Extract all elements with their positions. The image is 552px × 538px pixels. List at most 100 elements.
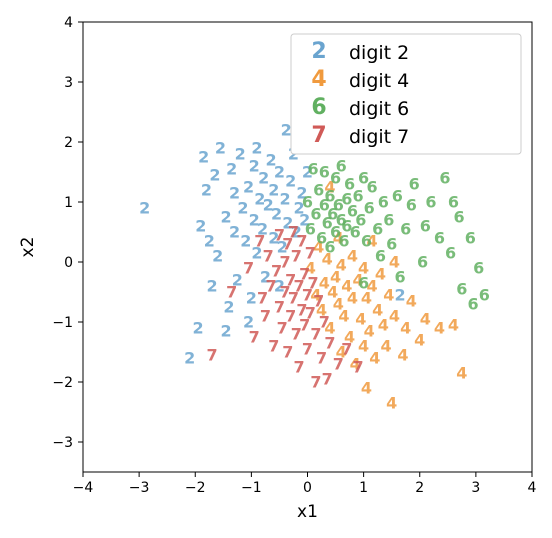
- marker-digit-6: 6: [425, 193, 436, 212]
- y-tick-label: 1: [64, 195, 73, 211]
- marker-digit-7: 7: [308, 274, 319, 293]
- marker-digit-6: 6: [361, 232, 372, 251]
- marker-digit-4: 4: [369, 349, 380, 368]
- marker-digit-7: 7: [322, 370, 333, 389]
- marker-digit-7: 7: [279, 253, 290, 272]
- x-tick-label: −2: [185, 480, 206, 496]
- y-tick-label: −3: [52, 435, 73, 451]
- marker-digit-4: 4: [381, 337, 392, 356]
- marker-digit-6: 6: [409, 175, 420, 194]
- marker-digit-2: 2: [229, 223, 240, 242]
- marker-digit-2: 2: [221, 322, 232, 341]
- marker-digit-4: 4: [434, 319, 445, 338]
- marker-digit-6: 6: [336, 157, 347, 176]
- marker-digit-4: 4: [397, 346, 408, 365]
- marker-digit-6: 6: [453, 208, 464, 227]
- marker-digit-2: 2: [279, 190, 290, 209]
- x-tick-label: 2: [415, 480, 424, 496]
- marker-digit-6: 6: [406, 196, 417, 215]
- marker-digit-7: 7: [207, 346, 218, 365]
- marker-digit-6: 6: [400, 220, 411, 239]
- marker-digit-4: 4: [386, 394, 397, 413]
- marker-digit-4: 4: [448, 316, 459, 335]
- marker-digit-2: 2: [274, 163, 285, 182]
- marker-digit-6: 6: [372, 220, 383, 239]
- marker-digit-2: 2: [395, 286, 406, 305]
- marker-digit-2: 2: [246, 289, 257, 308]
- marker-digit-6: 6: [456, 280, 467, 299]
- marker-digit-4: 4: [361, 379, 372, 398]
- marker-digit-4: 4: [389, 307, 400, 326]
- marker-digit-4: 4: [406, 292, 417, 311]
- marker-digit-6: 6: [465, 229, 476, 248]
- legend-label-2: digit 2: [349, 42, 409, 64]
- x-tick-label: 1: [359, 480, 368, 496]
- marker-digit-7: 7: [294, 358, 305, 377]
- marker-digit-7: 7: [313, 292, 324, 311]
- marker-digit-2: 2: [212, 247, 223, 266]
- marker-digit-7: 7: [319, 313, 330, 332]
- marker-digit-7: 7: [341, 340, 352, 359]
- marker-digit-2: 2: [139, 199, 150, 218]
- marker-digit-7: 7: [268, 337, 279, 356]
- marker-digit-7: 7: [324, 334, 335, 353]
- x-tick-label: 0: [303, 480, 312, 496]
- legend-label-7: digit 7: [349, 126, 409, 148]
- marker-digit-4: 4: [338, 307, 349, 326]
- legend-marker-4: 4: [311, 67, 326, 92]
- legend-label-4: digit 4: [349, 70, 409, 92]
- marker-digit-6: 6: [364, 199, 375, 218]
- marker-digit-7: 7: [352, 358, 363, 377]
- y-axis-label: x2: [18, 237, 38, 258]
- marker-digit-7: 7: [310, 373, 321, 392]
- marker-digit-6: 6: [383, 211, 394, 230]
- marker-digit-6: 6: [366, 178, 377, 197]
- marker-digit-6: 6: [420, 217, 431, 236]
- y-tick-label: −2: [52, 375, 73, 391]
- marker-digit-6: 6: [395, 268, 406, 287]
- x-tick-label: −1: [241, 480, 262, 496]
- marker-digit-6: 6: [473, 259, 484, 278]
- marker-digit-6: 6: [352, 187, 363, 206]
- marker-digit-6: 6: [378, 193, 389, 212]
- legend-marker-2: 2: [311, 39, 326, 64]
- marker-digit-7: 7: [285, 307, 296, 326]
- marker-digit-4: 4: [420, 310, 431, 329]
- marker-digit-2: 2: [268, 181, 279, 200]
- y-tick-label: 3: [64, 75, 73, 91]
- marker-digit-6: 6: [467, 295, 478, 314]
- y-tick-label: −1: [52, 315, 73, 331]
- scatter-plot: −4−3−2−101234−3−2−101234x1x2222222222222…: [0, 0, 552, 538]
- marker-digit-7: 7: [243, 259, 254, 278]
- marker-digit-4: 4: [364, 322, 375, 341]
- marker-digit-6: 6: [358, 274, 369, 293]
- marker-digit-4: 4: [378, 316, 389, 335]
- marker-digit-6: 6: [308, 160, 319, 179]
- marker-digit-2: 2: [198, 148, 209, 167]
- marker-digit-2: 2: [184, 349, 195, 368]
- x-axis-label: x1: [297, 502, 318, 522]
- x-tick-label: 4: [528, 480, 537, 496]
- marker-digit-2: 2: [209, 166, 220, 185]
- marker-digit-7: 7: [226, 283, 237, 302]
- marker-digit-6: 6: [439, 169, 450, 188]
- y-tick-label: 4: [64, 15, 73, 31]
- marker-digit-2: 2: [235, 145, 246, 164]
- marker-digit-6: 6: [434, 229, 445, 248]
- marker-digit-2: 2: [285, 172, 296, 191]
- marker-digit-4: 4: [336, 256, 347, 275]
- y-tick-label: 0: [64, 255, 73, 271]
- marker-digit-2: 2: [243, 178, 254, 197]
- y-tick-label: 2: [64, 135, 73, 151]
- legend-label-6: digit 6: [349, 98, 409, 120]
- marker-digit-2: 2: [281, 121, 292, 140]
- marker-digit-4: 4: [414, 331, 425, 350]
- marker-digit-4: 4: [347, 289, 358, 308]
- x-tick-label: −3: [129, 480, 150, 496]
- legend-marker-7: 7: [311, 123, 326, 148]
- marker-digit-7: 7: [260, 307, 271, 326]
- marker-digit-2: 2: [237, 199, 248, 218]
- marker-digit-6: 6: [375, 247, 386, 266]
- marker-digit-4: 4: [375, 265, 386, 284]
- marker-digit-2: 2: [207, 277, 218, 296]
